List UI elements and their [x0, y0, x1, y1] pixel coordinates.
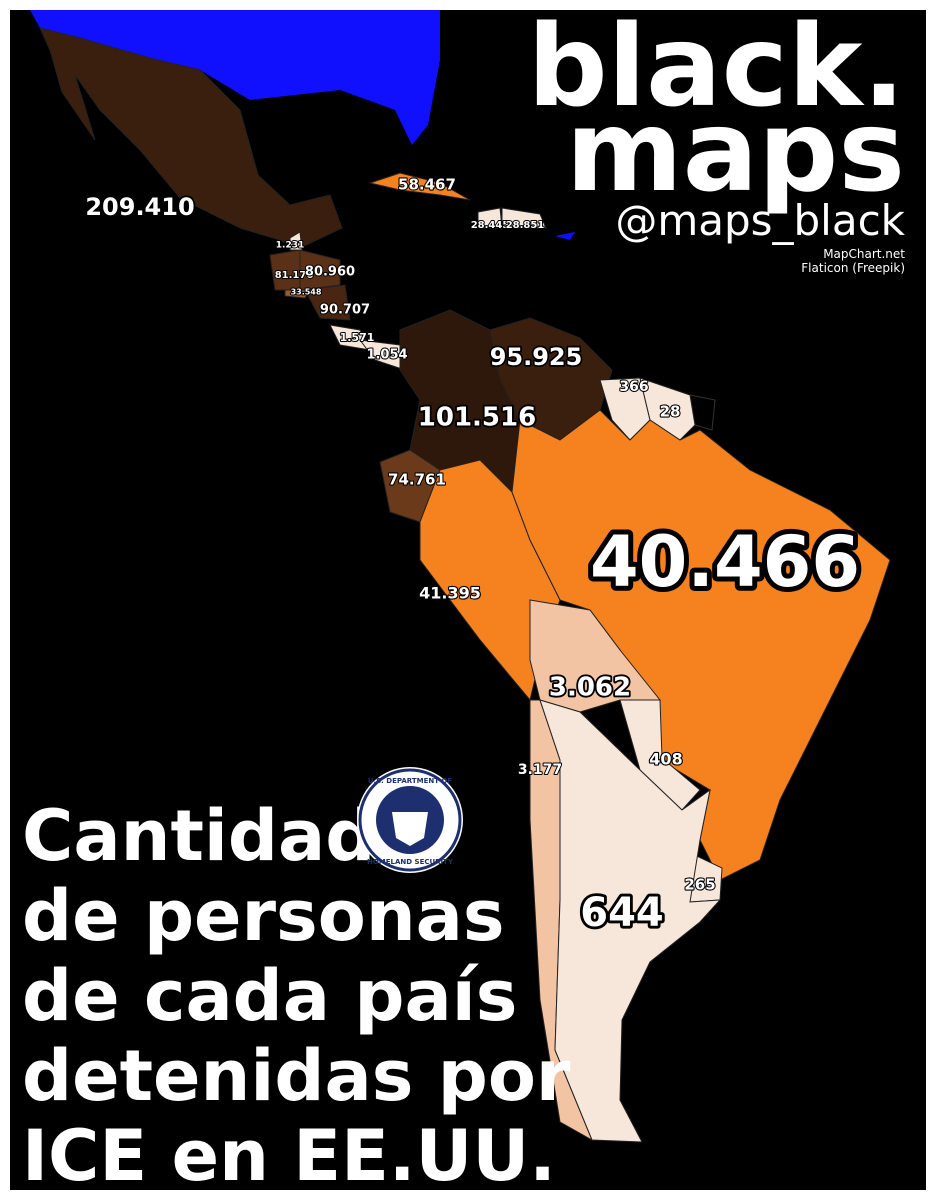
country	[511, 409, 891, 881]
seal-ring	[358, 768, 462, 872]
country-label: 28	[660, 403, 681, 421]
country	[539, 699, 722, 1143]
usa	[30, 10, 440, 145]
country	[304, 284, 351, 321]
country-label: 644	[580, 890, 664, 936]
seal-shield	[392, 812, 428, 846]
country-label: 101.516	[418, 403, 536, 433]
country-label: 1.571	[340, 331, 375, 344]
country	[299, 249, 341, 291]
dhs-seal: U.S. DEPARTMENT OF HOMELAND SECURITY	[357, 767, 463, 873]
country-label: 28.851	[506, 220, 545, 231]
country-label: 28.445	[471, 220, 510, 231]
puerto-rico	[555, 232, 575, 240]
country	[639, 377, 696, 441]
country-label: 1.054	[366, 348, 407, 363]
seal-text: U.S. DEPARTMENT OF	[368, 777, 453, 785]
country-label: 3.177	[518, 762, 562, 778]
country-label: 90.707	[320, 303, 370, 318]
country-label: 40.466	[590, 521, 860, 603]
country-label: 408	[649, 750, 682, 769]
seal-text: HOMELAND SECURITY	[367, 858, 454, 866]
country-label: 366	[619, 379, 648, 395]
title-line: ICE en EE.UU.	[22, 1115, 556, 1197]
country-label: 58.467	[398, 176, 456, 194]
country-label: 1.231	[276, 241, 304, 251]
credit: MapChart.net	[823, 247, 905, 261]
title: Cantidad de personas de cada país deteni…	[22, 795, 571, 1197]
title-line: de cada país	[22, 955, 517, 1037]
country-label: 80.960	[305, 265, 355, 280]
title-line: de personas	[22, 875, 505, 957]
title-line: Cantidad	[22, 795, 375, 877]
country-label: 41.395	[419, 584, 481, 603]
country	[368, 172, 471, 201]
country	[501, 207, 547, 229]
country-label: 74.761	[388, 471, 446, 489]
country-label: 3.062	[549, 673, 631, 703]
country-label: 81.176	[275, 270, 314, 281]
credit: Flaticon (Freepik)	[801, 261, 905, 275]
brand-line1: black.	[527, 2, 905, 132]
country-label: 209.410	[85, 193, 194, 221]
country-label: 265	[684, 876, 715, 894]
brand-line2: maps	[566, 87, 905, 217]
country-label: 95.925	[490, 343, 583, 371]
country	[284, 289, 311, 299]
country-label: 33.548	[291, 288, 322, 297]
brand-handle: @maps_black	[615, 196, 905, 245]
title-line: detenidas por	[22, 1035, 571, 1117]
